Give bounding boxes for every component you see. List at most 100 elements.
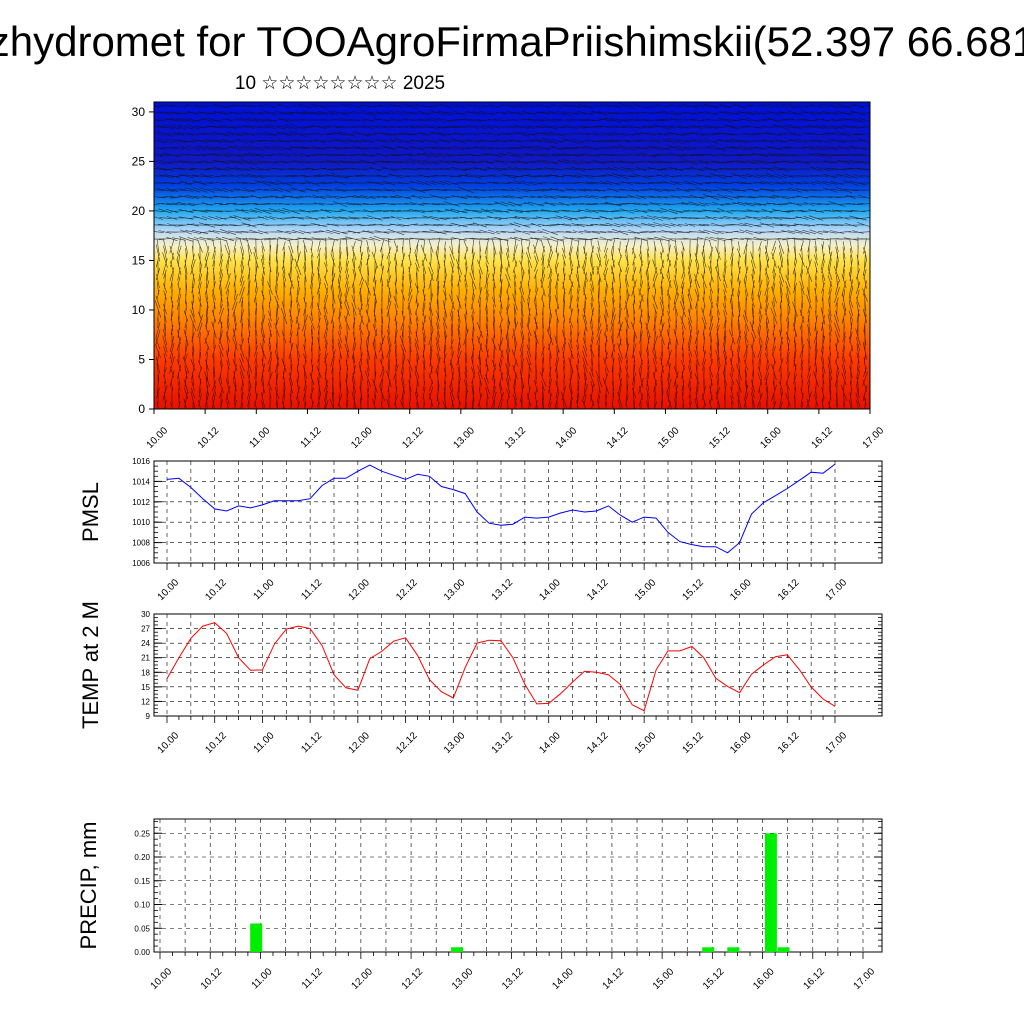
pmsl-line xyxy=(166,463,836,554)
panel-frame xyxy=(153,818,883,953)
y-tick-label: 0.00 xyxy=(134,948,150,957)
x-tick-label: 13.00 xyxy=(442,577,468,603)
x-tick-label: 13.12 xyxy=(490,577,516,603)
x-tick-label: 16.12 xyxy=(801,966,827,992)
x-tick-label: 10.12 xyxy=(203,730,229,756)
x-tick-label: 15.12 xyxy=(707,425,733,451)
y-tick-label: 1006 xyxy=(132,559,150,568)
y-tick-label: 15 xyxy=(141,683,150,692)
x-tick-label: 12.12 xyxy=(400,966,426,992)
x-tick-label: 15.12 xyxy=(681,577,707,603)
x-tick-label: 11.12 xyxy=(299,577,324,602)
x-tick-label: 11.12 xyxy=(299,730,324,755)
wind-vectors xyxy=(154,102,870,409)
x-tick-label: 11.00 xyxy=(252,577,277,602)
x-tick-label: 15.00 xyxy=(633,577,659,603)
x-tick-label: 10.12 xyxy=(199,966,225,992)
y-tick-label: 30 xyxy=(132,105,146,119)
x-tick-label: 14.12 xyxy=(605,425,631,451)
precip-bar xyxy=(451,947,464,953)
x-tick-label: 11.00 xyxy=(250,966,275,991)
panel-frame xyxy=(153,460,883,564)
precip-bar xyxy=(702,947,715,953)
x-tick-label: 12.00 xyxy=(350,966,376,992)
y-tick-label: 27 xyxy=(141,625,150,634)
y-tick-label: 1016 xyxy=(132,457,150,466)
x-tick-label: 15.00 xyxy=(651,966,677,992)
y-tick-label: 30 xyxy=(141,610,150,619)
y-tick-label: 20 xyxy=(132,204,146,218)
precip-bar xyxy=(727,947,740,953)
x-tick-label: 12.00 xyxy=(347,577,373,603)
x-tick-label: 10.00 xyxy=(149,966,175,992)
precip-panel: 0.00 0.05 0.10 0.15 0.20 0.25 10.00 10.12 11.00 1… xyxy=(76,818,883,992)
y-axis-label: PRECIP, mm xyxy=(76,822,101,950)
y-tick-label: 0.25 xyxy=(134,829,150,838)
y-tick-label: 21 xyxy=(141,654,150,663)
cross-section-panel: 0 5 10 15 20 25 30 10.00 10.12 11.00 11.12 12.00 12.… xyxy=(132,101,887,451)
x-tick-label: 16.00 xyxy=(758,425,784,451)
y-tick-label: 1010 xyxy=(132,518,150,527)
x-tick-label: 12.12 xyxy=(400,425,426,451)
x-tick-label: 17.00 xyxy=(861,425,887,451)
precip-bar xyxy=(764,833,777,953)
x-tick-label: 13.00 xyxy=(452,425,478,451)
temp-panel: 9 12 15 18 21 24 27 30 10.00 10.12 11.00 11.12 12.00… xyxy=(78,601,883,756)
x-tick-label: 12.12 xyxy=(394,730,420,756)
pmsl-panel: 1006 1008 1010 1012 1014 1016 10.00 10.12 11.00 1… xyxy=(78,457,883,603)
y-tick-label: 1012 xyxy=(132,498,150,507)
x-tick-label: 10.12 xyxy=(196,425,222,451)
y-tick-label: 1008 xyxy=(132,539,150,548)
precip-bar xyxy=(777,947,790,953)
x-tick-label: 13.00 xyxy=(442,730,468,756)
page-title: zhydromet for TOOAgroFirmaPriishimskii(5… xyxy=(0,18,1024,65)
x-tick-label: 11.12 xyxy=(300,966,325,991)
y-tick-label: 24 xyxy=(141,639,150,648)
x-tick-label: 12.00 xyxy=(349,425,375,451)
precip-bar xyxy=(250,923,263,952)
x-tick-label: 12.00 xyxy=(347,730,373,756)
page-subtitle: 10 ☆☆☆☆☆☆☆☆ 2025 xyxy=(234,73,446,94)
x-tick-label: 11.00 xyxy=(252,730,277,755)
x-tick-label: 13.12 xyxy=(500,966,526,992)
x-tick-label: 16.00 xyxy=(728,730,754,756)
y-axis-label: PMSL xyxy=(78,482,103,542)
x-tick-label: 11.12 xyxy=(299,425,324,450)
x-tick-label: 14.00 xyxy=(537,577,563,603)
x-tick-label: 12.12 xyxy=(394,577,420,603)
x-tick-label: 14.00 xyxy=(554,425,580,451)
y-tick-label: 12 xyxy=(141,697,150,706)
panel-frame xyxy=(153,613,883,717)
x-tick-label: 16.12 xyxy=(810,425,836,451)
x-tick-label: 17.00 xyxy=(852,966,878,992)
y-axis-label: TEMP at 2 M xyxy=(78,601,103,729)
y-tick-label: 0.20 xyxy=(134,853,150,862)
wind-vector-field xyxy=(154,102,870,409)
x-tick-label: 10.12 xyxy=(203,577,229,603)
x-tick-label: 14.00 xyxy=(550,966,576,992)
x-tick-label: 15.12 xyxy=(681,730,707,756)
grid xyxy=(154,819,882,953)
x-tick-label: 15.12 xyxy=(701,966,727,992)
y-tick-label: 18 xyxy=(141,668,150,677)
x-tick-label: 14.12 xyxy=(601,966,627,992)
x-tick-label: 16.12 xyxy=(776,730,802,756)
y-tick-label: 0.15 xyxy=(134,877,150,886)
x-tick-label: 16.00 xyxy=(751,966,777,992)
x-tick-label: 14.00 xyxy=(537,730,563,756)
y-tick-label: 9 xyxy=(146,712,151,721)
y-tick-label: 0.05 xyxy=(134,924,150,933)
x-tick-label: 15.00 xyxy=(633,730,659,756)
x-tick-label: 17.00 xyxy=(824,577,850,603)
y-tick-label: 0 xyxy=(138,402,145,416)
x-tick-label: 14.12 xyxy=(585,730,611,756)
y-tick-label: 25 xyxy=(132,154,146,168)
x-tick-label: 14.12 xyxy=(585,577,611,603)
grid xyxy=(154,613,882,717)
x-tick-label: 16.00 xyxy=(728,577,754,603)
temp-line xyxy=(166,622,836,712)
x-tick-label: 11.00 xyxy=(247,425,272,450)
y-tick-label: 10 xyxy=(132,303,146,317)
cross-section-field xyxy=(154,102,870,409)
